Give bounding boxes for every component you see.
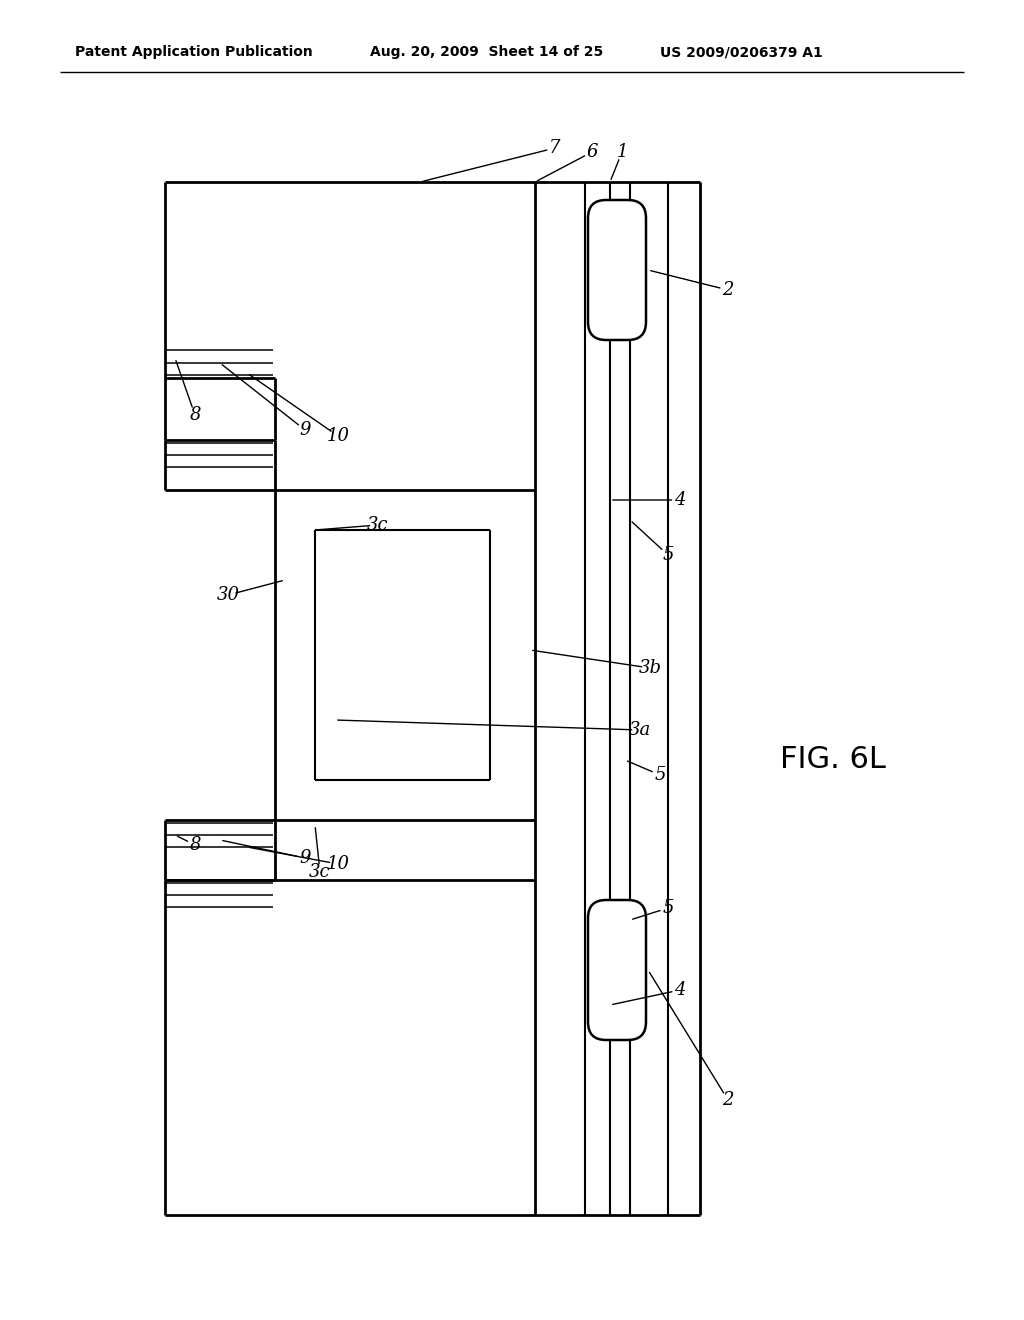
Text: 8: 8 <box>189 836 201 854</box>
Text: Aug. 20, 2009  Sheet 14 of 25: Aug. 20, 2009 Sheet 14 of 25 <box>370 45 603 59</box>
Text: 9: 9 <box>299 849 310 867</box>
Text: US 2009/0206379 A1: US 2009/0206379 A1 <box>660 45 822 59</box>
Text: 4: 4 <box>674 981 686 999</box>
Text: 5: 5 <box>663 899 674 917</box>
Text: 1: 1 <box>616 143 628 161</box>
Text: 3a: 3a <box>629 721 651 739</box>
Text: 9: 9 <box>299 421 310 440</box>
Text: 2: 2 <box>722 281 734 300</box>
Text: 2: 2 <box>722 1092 734 1109</box>
Text: 6: 6 <box>587 143 598 161</box>
Text: 3b: 3b <box>639 659 662 677</box>
Text: 7: 7 <box>549 139 561 157</box>
Text: 3c: 3c <box>368 516 389 535</box>
Text: FIG. 6L: FIG. 6L <box>780 746 886 775</box>
FancyBboxPatch shape <box>588 201 646 341</box>
Text: 10: 10 <box>327 426 349 445</box>
Text: 10: 10 <box>327 855 349 873</box>
Text: 5: 5 <box>654 766 666 784</box>
Text: 4: 4 <box>674 491 686 510</box>
Text: Patent Application Publication: Patent Application Publication <box>75 45 312 59</box>
Text: 30: 30 <box>216 586 240 605</box>
Text: 3c: 3c <box>309 863 331 880</box>
FancyBboxPatch shape <box>588 900 646 1040</box>
Text: 8: 8 <box>189 407 201 424</box>
Text: 5: 5 <box>663 546 674 564</box>
